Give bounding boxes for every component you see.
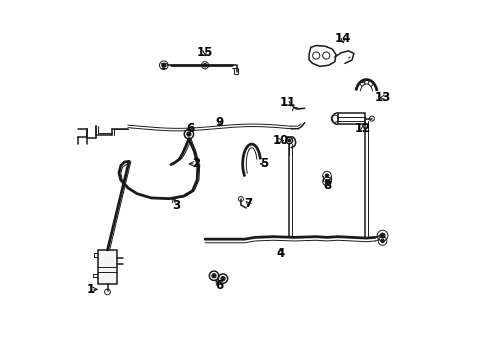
Text: 11: 11: [279, 96, 295, 109]
Circle shape: [287, 139, 290, 142]
Text: 4: 4: [276, 247, 284, 260]
Text: 6: 6: [186, 122, 194, 135]
Circle shape: [380, 239, 384, 243]
Text: 12: 12: [354, 122, 370, 135]
Text: 8: 8: [322, 179, 330, 192]
Text: 2: 2: [192, 157, 200, 170]
Circle shape: [325, 174, 328, 177]
Circle shape: [211, 274, 216, 278]
Text: 7: 7: [244, 197, 252, 210]
Bar: [337, 113, 364, 125]
Text: 10: 10: [272, 134, 288, 147]
Text: 6: 6: [215, 279, 223, 292]
Bar: [98, 250, 117, 284]
Text: 15: 15: [197, 46, 213, 59]
Bar: [233, 68, 238, 74]
Circle shape: [379, 233, 384, 238]
Circle shape: [162, 63, 165, 67]
Text: 1: 1: [87, 283, 95, 296]
Circle shape: [325, 180, 328, 183]
Circle shape: [203, 63, 206, 67]
Text: 13: 13: [374, 91, 390, 104]
Text: 9: 9: [215, 116, 223, 129]
Text: 5: 5: [260, 157, 268, 170]
Circle shape: [186, 132, 191, 136]
Text: 3: 3: [172, 199, 180, 212]
Circle shape: [221, 276, 224, 281]
Text: 14: 14: [334, 32, 350, 45]
